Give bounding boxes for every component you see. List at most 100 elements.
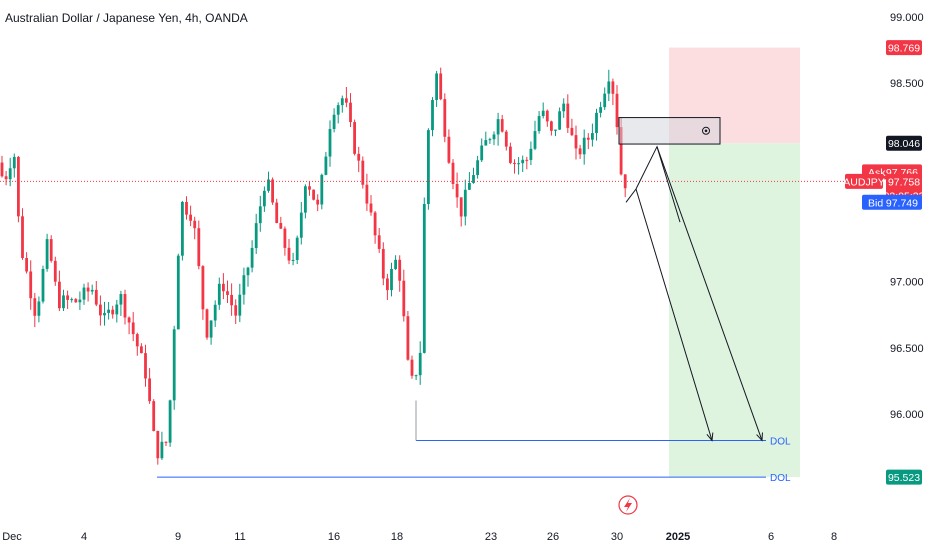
candle[interactable] (78, 291, 82, 311)
candle[interactable] (373, 210, 377, 244)
candle[interactable] (258, 195, 262, 232)
candle[interactable] (291, 252, 295, 266)
candle[interactable] (254, 213, 258, 254)
candle[interactable] (308, 181, 311, 196)
candle[interactable] (168, 399, 172, 447)
candle[interactable] (591, 123, 594, 147)
candle[interactable] (82, 283, 86, 305)
candle[interactable] (578, 144, 582, 159)
candle[interactable] (455, 172, 459, 208)
candle[interactable] (340, 95, 344, 113)
candle[interactable] (90, 284, 94, 295)
candle[interactable] (418, 341, 422, 385)
candle[interactable] (21, 208, 24, 260)
take-profit-zone[interactable] (669, 143, 800, 478)
candle[interactable] (496, 112, 500, 146)
candle[interactable] (550, 120, 553, 136)
candle[interactable] (0, 155, 4, 178)
candle[interactable] (529, 141, 533, 166)
candle[interactable] (365, 173, 369, 211)
candle[interactable] (217, 277, 221, 310)
candle[interactable] (332, 108, 336, 133)
candle[interactable] (131, 312, 135, 342)
candle[interactable] (562, 98, 566, 118)
candle[interactable] (62, 289, 65, 312)
candle[interactable] (250, 240, 254, 273)
candle[interactable] (525, 156, 529, 170)
candle[interactable] (410, 355, 414, 379)
candle[interactable] (406, 310, 410, 361)
candle[interactable] (45, 233, 49, 272)
candle[interactable] (447, 129, 451, 164)
candle[interactable] (435, 70, 438, 107)
candle[interactable] (172, 325, 176, 410)
candle[interactable] (611, 78, 615, 106)
candle[interactable] (230, 283, 233, 316)
candle[interactable] (213, 300, 217, 327)
candle[interactable] (152, 399, 156, 432)
candle[interactable] (33, 292, 37, 328)
candle[interactable] (484, 131, 488, 146)
candle[interactable] (414, 374, 418, 380)
candle[interactable] (427, 128, 430, 210)
candle[interactable] (345, 86, 348, 108)
candle[interactable] (451, 159, 455, 190)
candle[interactable] (304, 184, 307, 219)
candle[interactable] (41, 265, 45, 304)
candle[interactable] (468, 172, 471, 191)
candle[interactable] (554, 129, 557, 137)
candle[interactable] (201, 265, 205, 320)
candle[interactable] (509, 142, 512, 165)
candle[interactable] (111, 305, 115, 319)
candle[interactable] (222, 273, 225, 300)
candle[interactable] (8, 157, 12, 187)
candle[interactable] (99, 295, 102, 326)
candle[interactable] (267, 171, 270, 193)
candle[interactable] (394, 255, 397, 271)
candle[interactable] (275, 198, 279, 224)
candle[interactable] (582, 129, 586, 165)
candle[interactable] (603, 87, 607, 111)
candle[interactable] (517, 157, 520, 175)
candle[interactable] (263, 186, 266, 212)
candle[interactable] (74, 298, 78, 303)
candle[interactable] (595, 108, 598, 141)
candle[interactable] (299, 201, 303, 245)
candle[interactable] (37, 296, 41, 323)
candle[interactable] (135, 332, 139, 356)
candle[interactable] (189, 205, 192, 227)
candle[interactable] (320, 173, 324, 210)
candle[interactable] (574, 125, 578, 160)
candle[interactable] (123, 289, 127, 325)
candle[interactable] (422, 197, 426, 354)
candle[interactable] (439, 67, 443, 101)
candle[interactable] (353, 119, 356, 156)
candle[interactable] (205, 308, 209, 340)
lightning-icon[interactable] (618, 495, 638, 515)
candle[interactable] (234, 299, 238, 324)
candle[interactable] (533, 120, 537, 151)
order-block-box[interactable] (618, 117, 721, 145)
candle[interactable] (185, 196, 188, 220)
candle[interactable] (443, 93, 447, 143)
candle[interactable] (4, 171, 8, 186)
candle[interactable] (369, 195, 373, 216)
candle[interactable] (156, 430, 160, 465)
candle[interactable] (53, 256, 57, 286)
candle[interactable] (492, 131, 496, 146)
candle[interactable] (586, 133, 590, 150)
candle[interactable] (127, 316, 131, 335)
candle[interactable] (29, 260, 33, 310)
candle[interactable] (94, 281, 98, 307)
candle[interactable] (176, 253, 180, 330)
candle[interactable] (58, 270, 61, 312)
candle[interactable] (66, 290, 69, 309)
candle[interactable] (488, 137, 492, 144)
candle[interactable] (480, 138, 484, 162)
candle[interactable] (357, 146, 361, 173)
candle[interactable] (12, 153, 16, 178)
candle[interactable] (324, 151, 328, 176)
candle[interactable] (193, 216, 197, 240)
candle[interactable] (500, 114, 504, 133)
